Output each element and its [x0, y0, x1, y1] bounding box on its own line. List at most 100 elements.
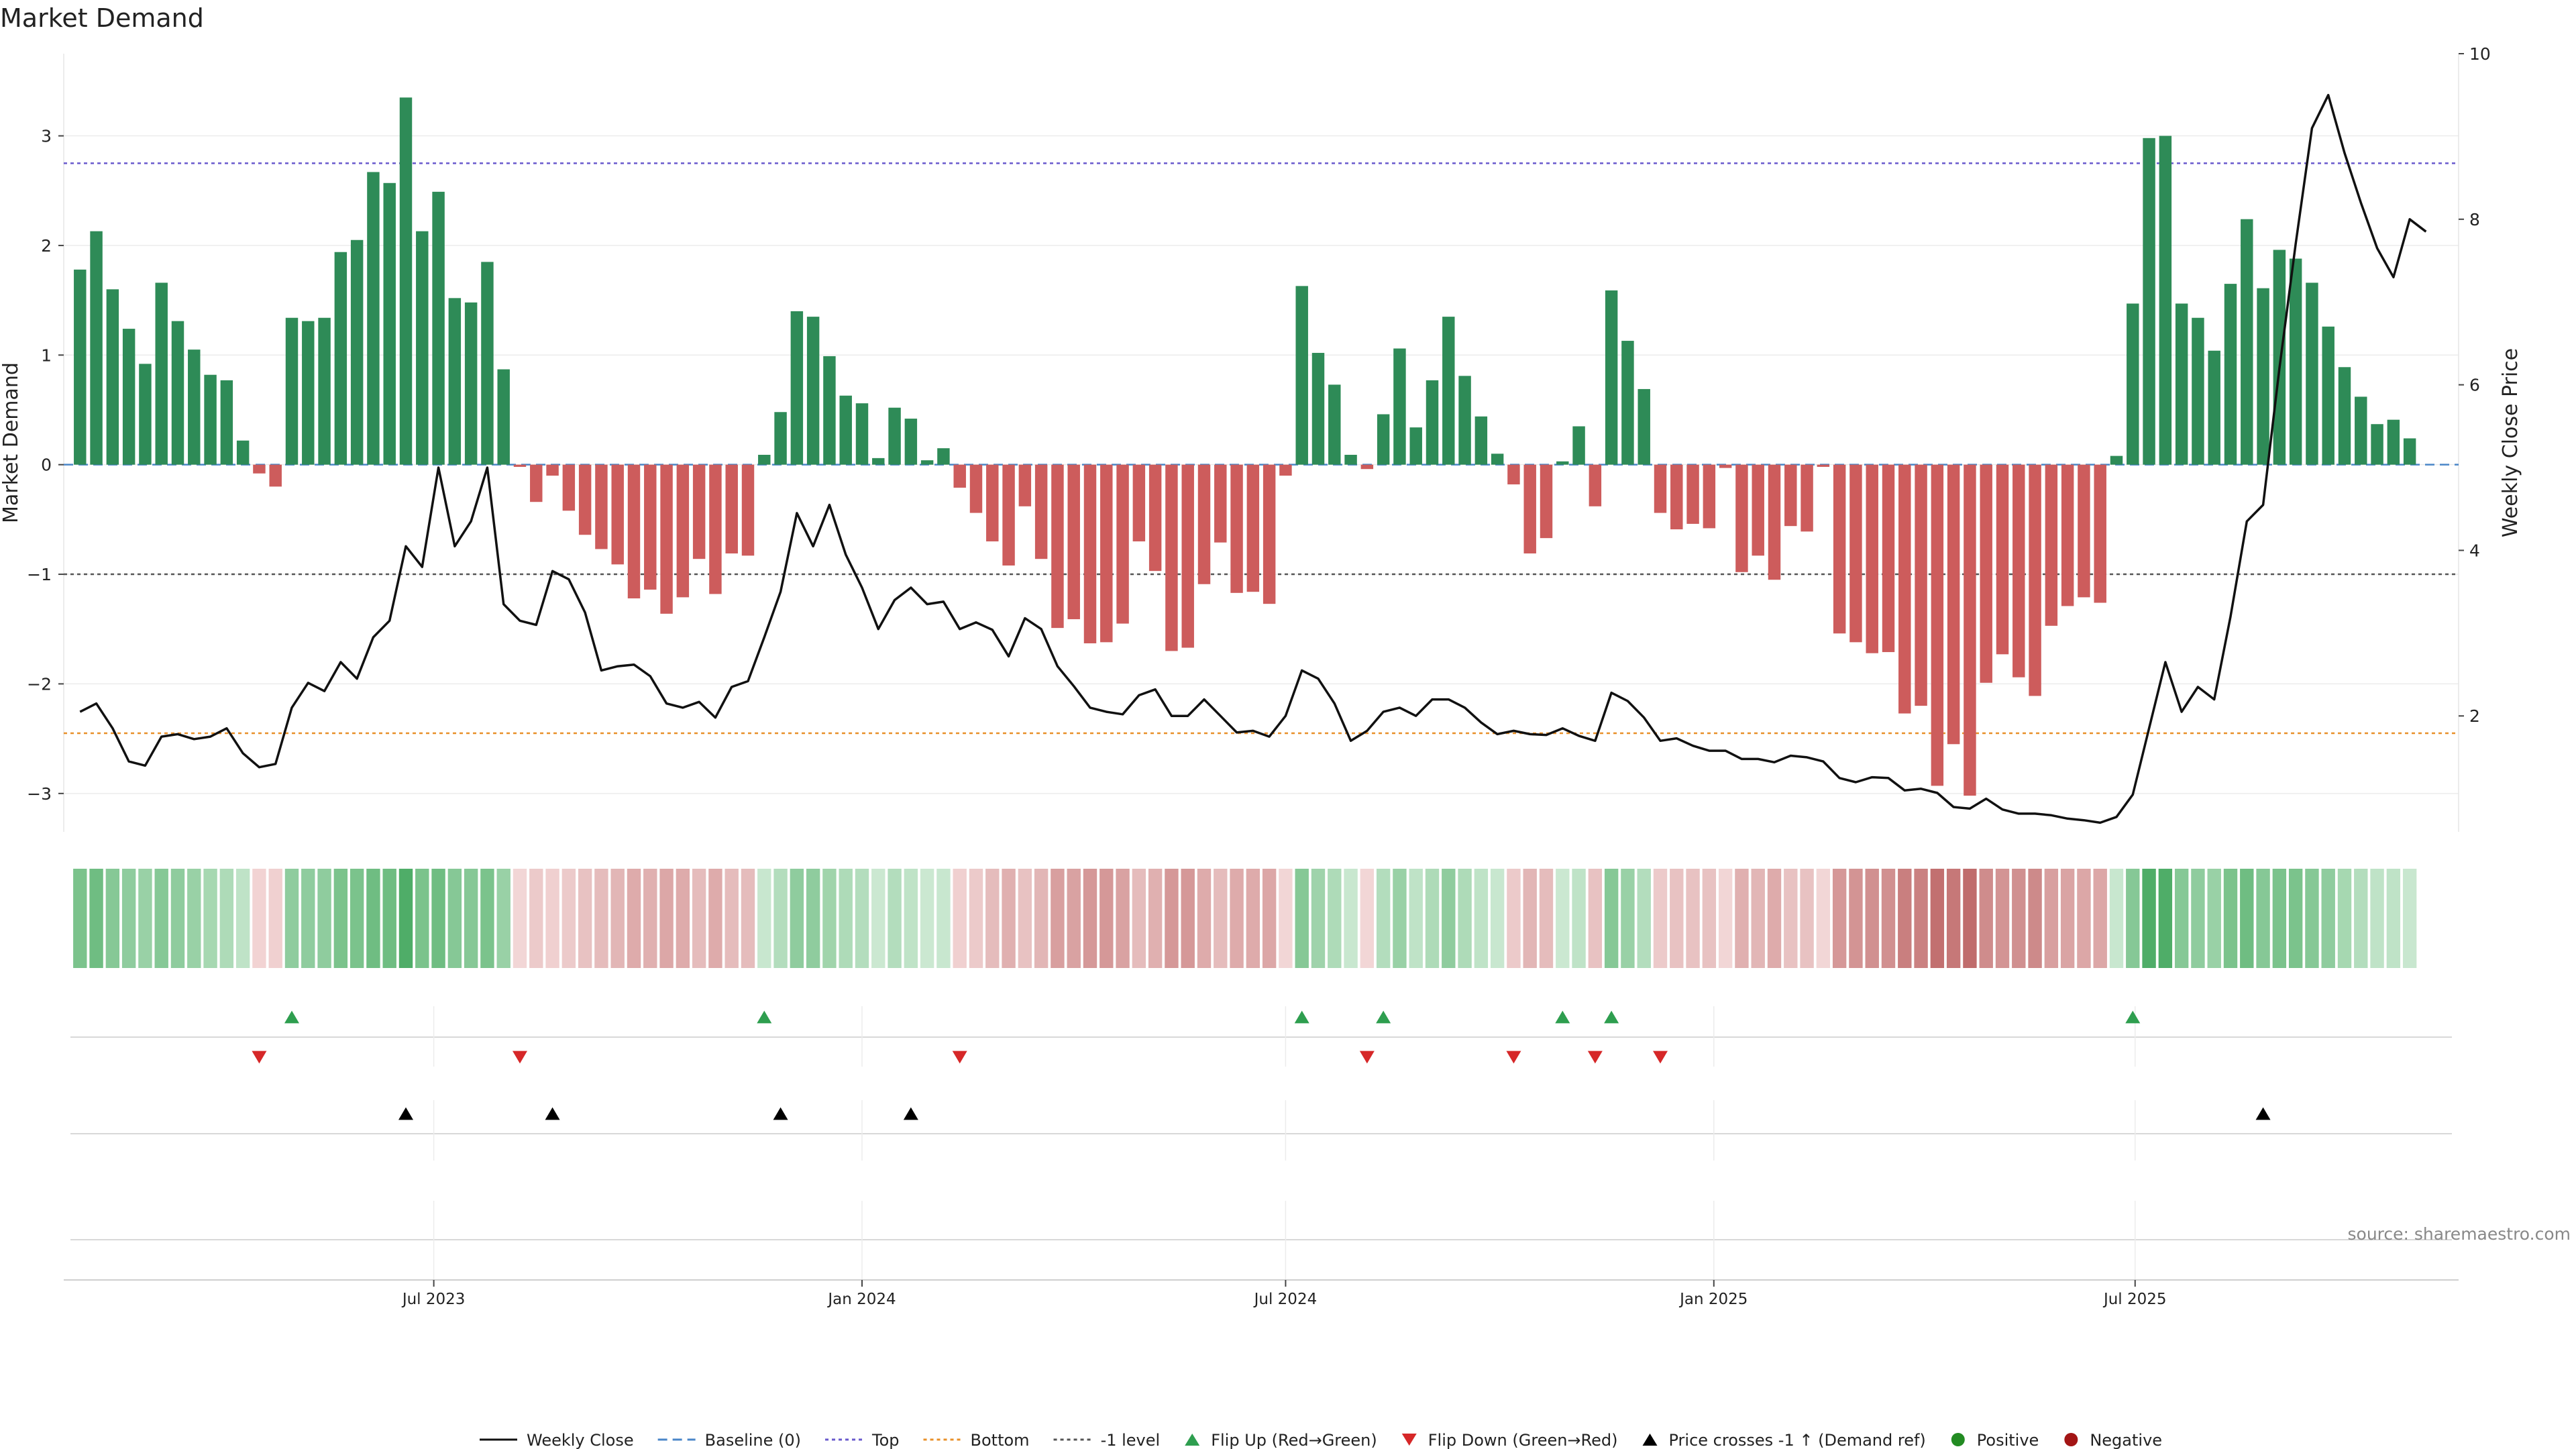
- strip-cell: [89, 869, 103, 968]
- demand-bar: [1148, 464, 1162, 572]
- flip-down-marker: [252, 1051, 267, 1064]
- chart-title: Market Demand: [0, 3, 204, 33]
- strip-cell: [2060, 869, 2075, 968]
- demand-bar: [1605, 290, 1618, 465]
- demand-bar: [90, 231, 103, 465]
- flip-up-marker: [284, 1010, 299, 1024]
- strip-cell: [464, 869, 478, 968]
- demand-bar: [1898, 464, 1911, 714]
- price-cross-marker: [2255, 1107, 2271, 1120]
- ytick-label: −3: [27, 784, 52, 804]
- strip-cell: [2354, 869, 2368, 968]
- demand-bar: [823, 356, 836, 465]
- y2-axis-label: Weekly Close Price: [2499, 348, 2522, 537]
- strip-cell: [920, 869, 934, 968]
- right-axis-ticks: 2 4 6 8 10: [2459, 44, 2491, 726]
- strip-cell: [1556, 869, 1570, 968]
- legend-item: Price crosses -1 ↑ (Demand ref): [1642, 1431, 1926, 1449]
- demand-bar: [1344, 454, 1357, 465]
- strip-cell: [2223, 869, 2238, 968]
- demand-bar: [2192, 317, 2204, 465]
- strip-cell: [1262, 869, 1277, 968]
- strip-cell: [1865, 869, 1879, 968]
- demand-bar: [220, 380, 233, 465]
- demand-bar: [1377, 414, 1390, 465]
- strip-cell: [2044, 869, 2059, 968]
- demand-bar: [1165, 464, 1178, 651]
- demand-bar: [1409, 427, 1422, 465]
- legend-swatch: [1951, 1433, 1965, 1446]
- demand-bar: [1507, 464, 1520, 485]
- demand-bar: [1214, 464, 1227, 543]
- demand-bar: [644, 464, 657, 590]
- ytick-label: 2: [41, 236, 52, 256]
- strip-cell: [855, 869, 869, 968]
- strip-cell: [1067, 869, 1081, 968]
- strip-cell: [1490, 869, 1505, 968]
- strip-cell: [1181, 869, 1195, 968]
- strip-cell: [2305, 869, 2319, 968]
- strip-cell: [317, 869, 331, 968]
- x-axis-ticks: Jul 2023 Jan 2024 Jul 2024 Jan 2025 Jul 2025: [64, 1279, 2459, 1308]
- legend-label: Positive: [1977, 1431, 2039, 1449]
- demand-bar: [350, 239, 364, 465]
- demand-bar: [806, 317, 820, 465]
- strip-cell: [2028, 869, 2042, 968]
- strip-cell: [936, 869, 951, 968]
- strip-cell: [1051, 869, 1065, 968]
- strip-cell: [724, 869, 739, 968]
- demand-bar: [2273, 250, 2286, 465]
- demand-bar: [1491, 453, 1504, 465]
- demand-bar: [1931, 464, 1944, 786]
- strip-cell: [561, 869, 576, 968]
- demand-bar: [1996, 464, 2009, 655]
- strip-cell: [2191, 869, 2205, 968]
- xtick-label: Jul 2025: [2102, 1291, 2167, 1308]
- strip-cell: [1295, 869, 1309, 968]
- strip-cell: [1588, 869, 1603, 968]
- strip-cell: [1442, 869, 1456, 968]
- legend-label: Weekly Close: [527, 1431, 634, 1449]
- demand-bar: [1181, 464, 1194, 648]
- strip-cell: [382, 869, 396, 968]
- demand-bar: [253, 464, 266, 474]
- demand-bar: [2143, 138, 2155, 465]
- legend: Weekly Close Baseline (0) Top Bottom -1 leve…: [480, 1431, 2162, 1449]
- strip-cell: [1898, 869, 1912, 968]
- strip-cell: [350, 869, 364, 968]
- demand-bar: [1703, 464, 1716, 529]
- demand-bar: [1474, 416, 1488, 465]
- strip-cell: [284, 869, 299, 968]
- strip-cell: [1800, 869, 1814, 968]
- strip-cell: [73, 869, 87, 968]
- demand-bar: [269, 464, 282, 487]
- demand-bar: [2257, 288, 2269, 465]
- demand-bar: [1556, 461, 1569, 465]
- legend-item: -1 level: [1053, 1431, 1160, 1449]
- strip-cell: [1132, 869, 1146, 968]
- strip-cell: [904, 869, 918, 968]
- strip-cell: [627, 869, 641, 968]
- strip-cell: [333, 869, 348, 968]
- demand-bar: [986, 464, 999, 542]
- strip-cell: [366, 869, 380, 968]
- strip-cell: [545, 869, 559, 968]
- strip-cell: [1604, 869, 1619, 968]
- demand-bar: [1621, 341, 1634, 465]
- y2tick-label: 4: [2469, 541, 2480, 560]
- strip-cell: [2337, 869, 2352, 968]
- demand-bar: [1034, 464, 1048, 559]
- strip-cell: [1735, 869, 1749, 968]
- strip-cell: [1751, 869, 1765, 968]
- strip-cell: [790, 869, 804, 968]
- legend-item: Negative: [2064, 1431, 2162, 1449]
- demand-bar: [1540, 464, 1553, 539]
- strip-cell: [301, 869, 315, 968]
- legend-label: Top: [871, 1431, 900, 1449]
- strip-cell: [806, 869, 820, 968]
- y2tick-label: 8: [2469, 210, 2480, 229]
- demand-bar: [1393, 348, 1406, 465]
- demand-bar: [969, 464, 983, 513]
- strip-cell: [969, 869, 983, 968]
